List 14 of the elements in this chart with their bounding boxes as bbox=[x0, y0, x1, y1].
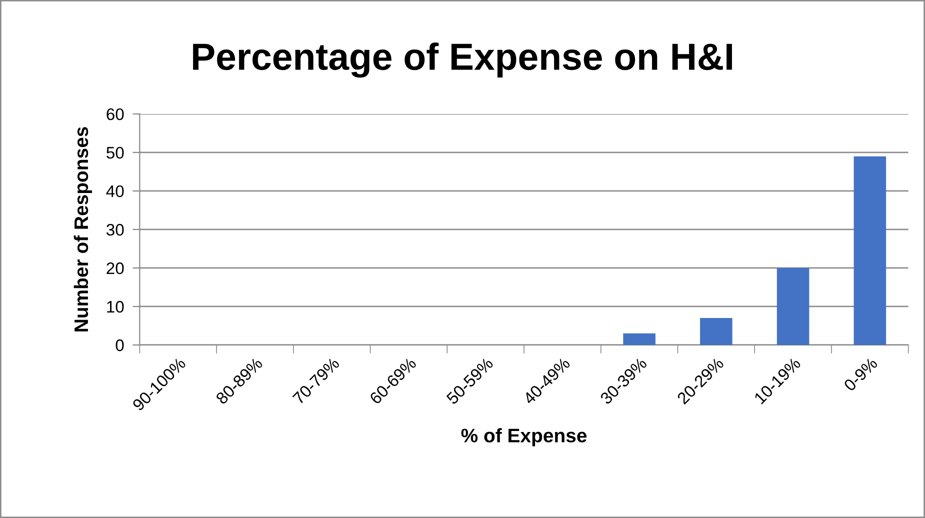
y-axis-title: Number of Responses bbox=[74, 127, 92, 332]
y-tick-label: 30 bbox=[106, 224, 124, 236]
y-tick-label: 10 bbox=[107, 300, 124, 313]
bar bbox=[700, 318, 732, 345]
y-tick-label: 60 bbox=[106, 108, 124, 120]
x-axis-title: % of Expense bbox=[461, 428, 587, 446]
y-tick-label: 40 bbox=[106, 185, 124, 198]
y-tick-label: 0 bbox=[116, 339, 124, 352]
bar bbox=[854, 156, 886, 345]
bar bbox=[776, 268, 810, 345]
chart-title: Percentage of Expense on H&I bbox=[193, 42, 732, 78]
y-tick-label: 20 bbox=[106, 262, 124, 274]
y-tick-label: 50 bbox=[106, 146, 124, 159]
bar bbox=[623, 333, 656, 345]
